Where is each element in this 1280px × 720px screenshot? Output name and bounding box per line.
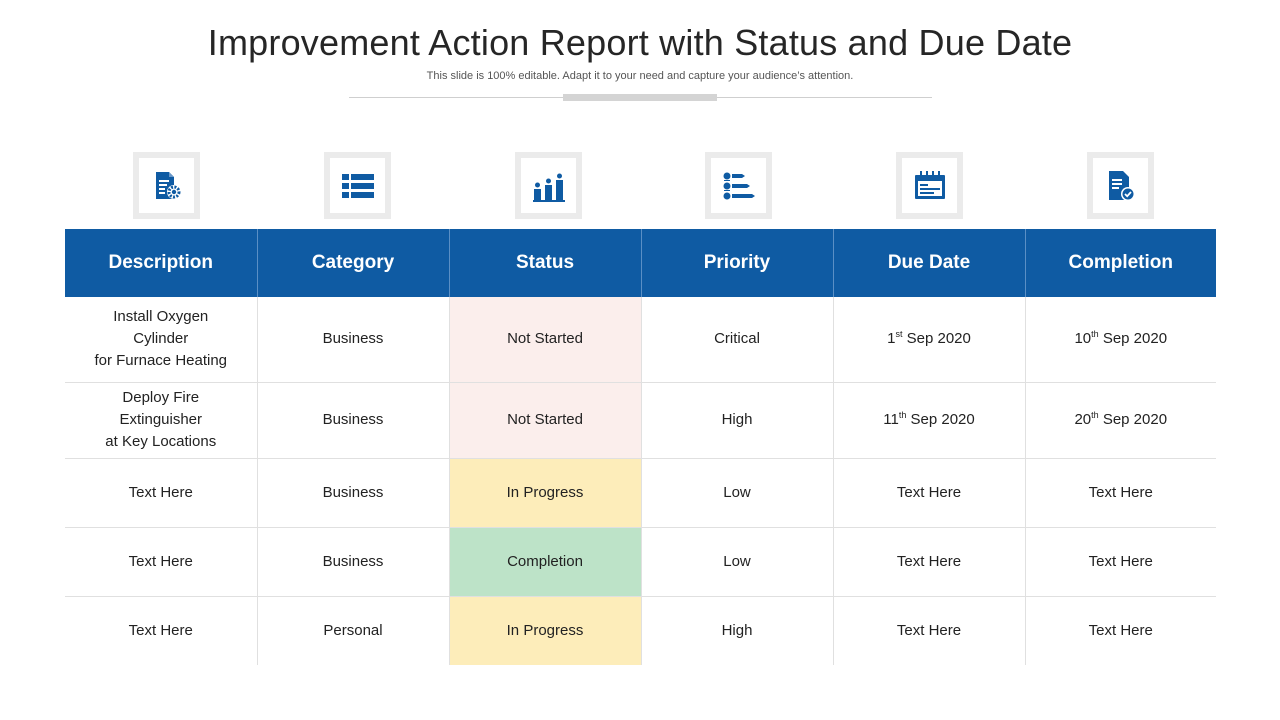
completion-month-year: Sep 2020 xyxy=(1102,411,1168,428)
due-day-suffix: st xyxy=(895,329,903,340)
completion-date-cell: Text Here xyxy=(1025,527,1216,597)
completion-day-suffix: th xyxy=(1091,329,1099,340)
priority-cell: Low xyxy=(641,458,834,528)
action-report-table: Description Category Status Priority Due… xyxy=(65,229,1216,665)
due-date-cell: Text Here xyxy=(833,596,1026,665)
description-cell: Text Here xyxy=(65,527,258,597)
priority-cell: Critical xyxy=(641,297,834,383)
due-day-suffix: th xyxy=(898,410,907,420)
column-header-completion: Completion xyxy=(1025,229,1216,297)
priority-cell: Low xyxy=(641,527,834,597)
status-cell: In Progress xyxy=(449,458,642,528)
table-row: Text Here Personal In Progress High Text… xyxy=(65,596,1216,665)
category-cell: Personal xyxy=(257,596,450,665)
category-cell: Business xyxy=(257,527,450,597)
completion-month-year: Sep 2020 xyxy=(1102,330,1168,348)
due-day: 11 xyxy=(883,411,899,428)
table-row: Deploy Fire Extinguisher at Key Location… xyxy=(65,382,1216,459)
description-line: Install Oxygen xyxy=(113,308,209,326)
priority-cell: High xyxy=(641,382,834,459)
priority-cell: High xyxy=(641,596,834,665)
document-gear-icon xyxy=(133,152,200,219)
table-row: Text Here Business Completion Low Text H… xyxy=(65,527,1216,597)
column-header-category: Category xyxy=(257,229,450,297)
page-subtitle: This slide is 100% editable. Adapt it to… xyxy=(426,70,854,82)
due-day: 1 xyxy=(887,330,896,348)
description-line: for Furnace Heating xyxy=(94,352,228,370)
due-month-year: Sep 2020 xyxy=(906,330,971,348)
description-line: at Key Locations xyxy=(105,433,217,450)
table-row: Text Here Business In Progress Low Text … xyxy=(65,458,1216,528)
category-cell: Business xyxy=(257,458,450,528)
column-header-due-date: Due Date xyxy=(833,229,1026,297)
table-row: Install Oxygen Cylinder for Furnace Heat… xyxy=(65,297,1216,383)
description-cell: Install Oxygen Cylinder for Furnace Heat… xyxy=(65,297,258,383)
column-header-description: Description xyxy=(65,229,258,297)
completion-day-suffix: th xyxy=(1091,410,1099,420)
completion-day: 10 xyxy=(1074,330,1092,348)
description-line: Cylinder xyxy=(133,330,189,348)
due-date-cell: 1st Sep 2020 xyxy=(833,297,1026,383)
description-line: Deploy Fire xyxy=(122,389,200,406)
title-divider-accent xyxy=(563,94,717,101)
list-icon xyxy=(324,152,391,219)
column-header-status: Status xyxy=(449,229,642,297)
completion-date-cell: Text Here xyxy=(1025,458,1216,528)
status-cell: Completion xyxy=(449,527,642,597)
column-header-priority: Priority xyxy=(641,229,834,297)
due-date-cell: 11th Sep 2020 xyxy=(833,382,1026,459)
description-cell: Deploy Fire Extinguisher at Key Location… xyxy=(65,382,258,459)
table-header-row: Description Category Status Priority Due… xyxy=(65,229,1216,297)
description-cell: Text Here xyxy=(65,596,258,665)
due-date-cell: Text Here xyxy=(833,527,1026,597)
team-chart-icon xyxy=(515,152,582,219)
category-cell: Business xyxy=(257,297,450,383)
due-date-cell: Text Here xyxy=(833,458,1026,528)
status-cell: Not Started xyxy=(449,297,642,383)
document-check-icon xyxy=(1087,152,1154,219)
description-line: Extinguisher xyxy=(119,411,203,428)
status-cell: In Progress xyxy=(449,596,642,665)
completion-date-cell: Text Here xyxy=(1088,621,1153,639)
completion-date-cell: 10th Sep 2020 xyxy=(1025,297,1216,383)
due-month-year: Sep 2020 xyxy=(910,411,975,428)
calendar-icon xyxy=(896,152,963,219)
description-cell: Text Here xyxy=(65,458,258,528)
status-cell: Not Started xyxy=(449,382,642,459)
completion-day: 20 xyxy=(1074,411,1092,428)
column-icon-row xyxy=(65,152,1216,219)
category-cell: Business xyxy=(257,382,450,459)
priority-list-icon xyxy=(705,152,772,219)
page-title: Improvement Action Report with Status an… xyxy=(207,22,1073,63)
completion-date-cell: 20th Sep 2020 xyxy=(1025,382,1216,459)
